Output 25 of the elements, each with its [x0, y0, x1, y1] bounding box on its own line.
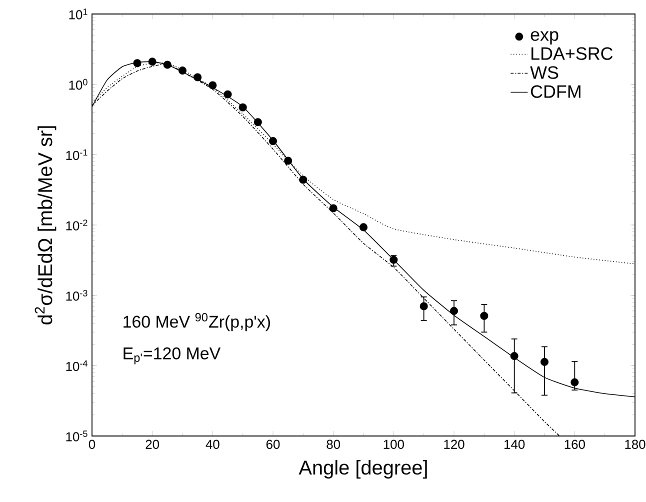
x-tick-label: 20 [146, 440, 160, 449]
x-tick-label: 140 [504, 440, 525, 449]
y-tick-label: 10$^{-1}$ [66, 149, 88, 160]
x-tick-label: 100 [384, 440, 404, 449]
x-tick-label: 0 [88, 440, 96, 449]
legend-label: CDFM [530, 85, 580, 98]
y-axis-title: d$^{2}$σ/dEdΩ [mb/MeV sr] [34, 126, 56, 324]
x-tick-label: 160 [564, 440, 585, 449]
y-tick-label: 10$^{0}$ [69, 78, 88, 90]
x-tick-label: 80 [326, 440, 340, 449]
annotation: 160 MeV $^{90}$Zr(p,p'x) [124, 313, 270, 332]
y-tick-label: 10$^{1}$ [69, 8, 88, 20]
y-tick-label: 10$^{-4}$ [66, 360, 88, 372]
y-tick-label: 10$^{-3}$ [66, 290, 88, 301]
y-tick-label: 10$^{-5}$ [66, 430, 88, 442]
x-tick-label: 180 [625, 440, 646, 449]
legend-label: LDA+SRC [532, 47, 613, 60]
legend-label: WS [530, 66, 558, 79]
x-tick-label: 60 [266, 440, 280, 449]
annotation: E$_{p'}$=120 MeV [124, 347, 221, 364]
x-tick-label: 40 [206, 440, 220, 449]
x-axis-title: Angle [degree] [298, 460, 427, 479]
legend-label: exp [530, 31, 558, 44]
y-tick-label: 10$^{-2}$ [66, 220, 88, 230]
x-tick-label: 120 [444, 440, 464, 449]
